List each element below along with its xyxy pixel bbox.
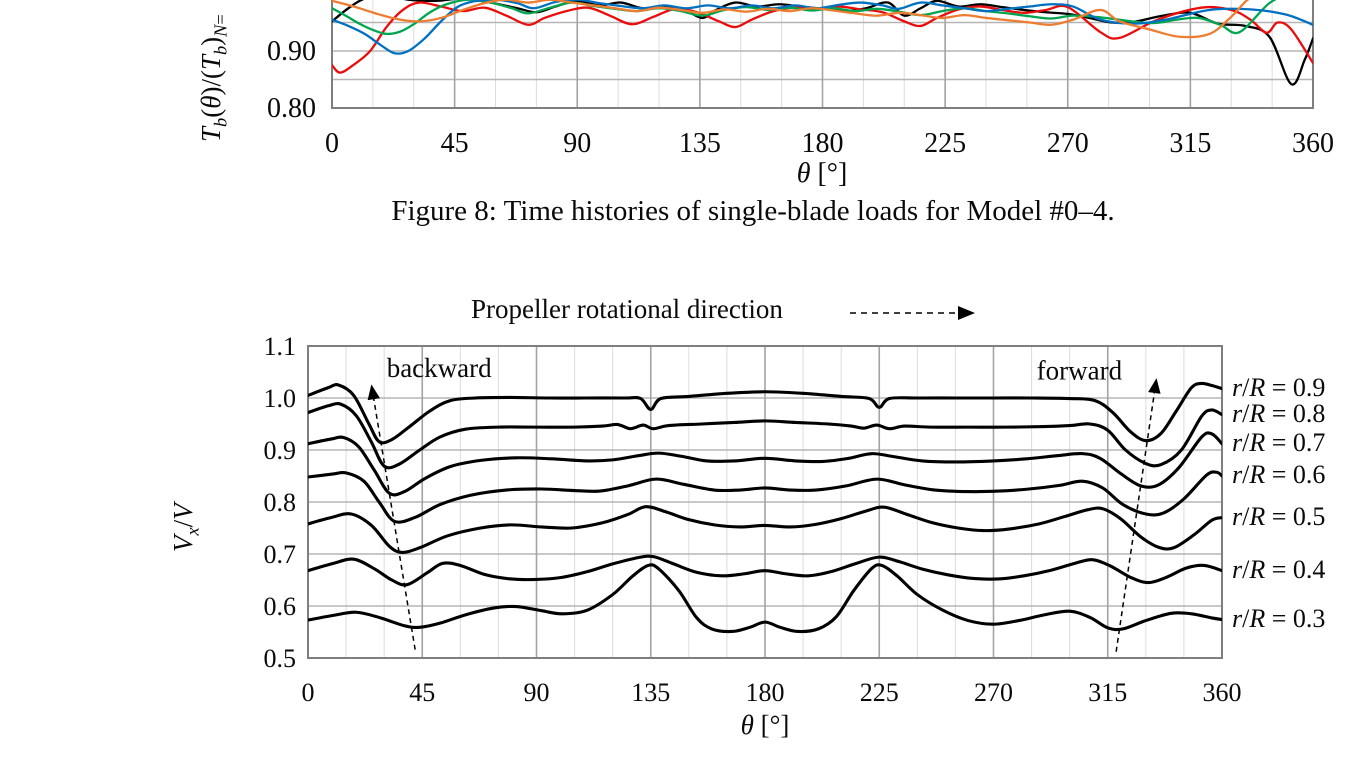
series-label-3: r/R = 0.6: [1232, 460, 1326, 489]
series-label-2: r/R = 0.7: [1232, 427, 1326, 457]
y-tick-label: 0.8: [264, 488, 297, 517]
x-tick-label: 180: [746, 678, 785, 707]
series-group: [332, 0, 1313, 86]
y-tick-label: 0.90: [267, 36, 316, 67]
forward-annotation: forward: [1037, 355, 1161, 652]
y-tick-label: 0.6: [264, 592, 297, 621]
series-label-6: r/R = 0.3: [1232, 603, 1326, 633]
y-tick-label: 1.1: [264, 332, 297, 361]
x-tick-label: 315: [1169, 128, 1211, 159]
x-tick-label: 360: [1292, 128, 1334, 159]
series-label-0: r/R = 0.9: [1232, 372, 1326, 402]
x-tick-label: 90: [524, 678, 550, 707]
x-tick-label: 0: [325, 128, 339, 159]
series-line-3: [308, 470, 1222, 524]
forward-label: forward: [1037, 355, 1123, 385]
figure8-caption: Figure 8: Time histories of single-blade…: [391, 195, 1115, 227]
x-tick-label: 135: [631, 678, 670, 707]
tick-labels: 0 45 90 135 180 225 270 315 360 0.90 0.80: [267, 36, 1334, 159]
backward-label: backward: [387, 353, 492, 383]
x-tick-label: 225: [924, 128, 966, 159]
plot-frame: [307, 345, 1223, 659]
series-line-6: [308, 563, 1222, 634]
x-tick-label: 360: [1203, 678, 1242, 707]
y-tick-label: 0.9: [264, 436, 297, 465]
x-tick-label: 180: [802, 128, 844, 159]
figure9-x-axis-label: θ [°]: [740, 710, 790, 740]
figure8-plot: 0 45 90 135 180 225 270 315 360 0.90 0.80: [267, 0, 1334, 159]
y-tick-label: 0.80: [267, 93, 316, 124]
series-line-5: [308, 554, 1222, 587]
series-group: [308, 381, 1222, 634]
figure8-x-axis-label: θ [°]: [796, 158, 848, 189]
plot-frame: [331, 0, 1314, 109]
x-tick-label: 315: [1088, 678, 1127, 707]
series-line-0: [308, 381, 1222, 445]
series-label-1: r/R = 0.8: [1232, 398, 1326, 428]
x-tick-label: 45: [441, 128, 469, 159]
x-tick-label: 0: [302, 678, 315, 707]
forward-arrow: [1115, 378, 1161, 652]
y-tick-label: 0.7: [264, 540, 297, 569]
backward-annotation: backward: [367, 353, 492, 650]
series-line-4: [332, 0, 1250, 39]
x-tick-label: 135: [679, 128, 721, 159]
series-line-4: [308, 505, 1222, 554]
figure8-y-axis-label: Tb(θ)/(Tb)N=: [196, 14, 231, 142]
propeller-direction-label: Propeller rotational direction: [471, 294, 783, 324]
x-tick-label: 270: [974, 678, 1013, 707]
gridlines: [332, 0, 1313, 108]
x-tick-label: 225: [860, 678, 899, 707]
series-label-4: r/R = 0.5: [1232, 501, 1326, 531]
y-tick-label: 1.0: [264, 384, 297, 413]
series-label-5: r/R = 0.4: [1232, 554, 1326, 584]
figure9-plot: 0 45 90 135 180 225 270 315 360 1.1 1.0 0.9 0.8 0.7 0.…: [264, 332, 1242, 707]
series-line-1: [308, 402, 1222, 470]
direction-arrow-icon: [850, 306, 975, 320]
x-tick-label: 270: [1047, 128, 1089, 159]
figure9-y-axis-label: Vx/V: [168, 503, 203, 552]
x-tick-label: 45: [409, 678, 435, 707]
tick-labels: 0 45 90 135 180 225 270 315 360 1.1 1.0 0.9 0.8 0.7 0.…: [264, 332, 1242, 707]
x-tick-label: 90: [563, 128, 591, 159]
backward-arrow: [367, 384, 416, 650]
series-line-2: [308, 431, 1222, 497]
y-tick-label: 0.5: [264, 644, 297, 673]
